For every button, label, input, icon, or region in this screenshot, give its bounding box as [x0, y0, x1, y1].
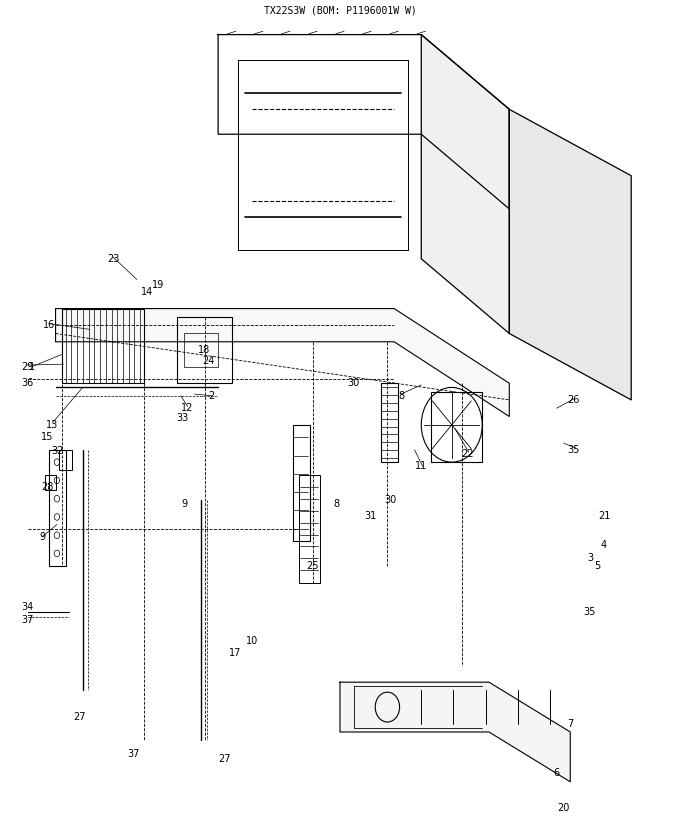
Bar: [177, 317, 232, 383]
Text: 30: 30: [347, 378, 360, 388]
Text: 32: 32: [52, 446, 64, 456]
Polygon shape: [340, 682, 571, 782]
Text: 24: 24: [202, 356, 214, 366]
Polygon shape: [422, 35, 509, 333]
Bar: [184, 333, 218, 367]
Text: 21: 21: [598, 511, 611, 521]
Text: 28: 28: [41, 482, 54, 492]
Text: 10: 10: [246, 636, 258, 646]
Text: 4: 4: [601, 540, 607, 550]
Text: 6: 6: [554, 769, 560, 779]
Text: 13: 13: [46, 420, 58, 430]
Text: 17: 17: [229, 648, 241, 658]
Polygon shape: [509, 109, 631, 400]
Text: 31: 31: [364, 511, 377, 521]
Text: 2: 2: [208, 391, 214, 401]
Text: 5: 5: [594, 561, 600, 571]
Text: 27: 27: [219, 754, 231, 764]
Text: 7: 7: [567, 719, 573, 729]
Text: 22: 22: [461, 449, 473, 459]
Bar: [431, 392, 482, 462]
Text: 23: 23: [107, 254, 119, 264]
Text: 8: 8: [334, 499, 340, 509]
Text: 3: 3: [588, 552, 594, 562]
Bar: [299, 475, 320, 582]
Text: 37: 37: [21, 615, 33, 625]
Text: 11: 11: [415, 461, 428, 471]
Text: 19: 19: [152, 281, 165, 291]
Bar: [49, 450, 66, 566]
Text: 26: 26: [567, 395, 580, 405]
Text: 1: 1: [29, 362, 35, 372]
Polygon shape: [56, 308, 509, 416]
Text: 9: 9: [181, 499, 187, 509]
Text: 16: 16: [43, 320, 55, 330]
Text: 34: 34: [21, 602, 33, 612]
Text: 37: 37: [127, 749, 139, 759]
Text: 12: 12: [182, 403, 194, 413]
Text: 33: 33: [177, 413, 189, 423]
Text: 27: 27: [73, 712, 86, 722]
Text: TX22S3W (BOM: P1196001W W): TX22S3W (BOM: P1196001W W): [264, 6, 416, 16]
Text: 35: 35: [567, 445, 580, 455]
Text: 29: 29: [21, 362, 33, 372]
Text: 36: 36: [21, 378, 33, 388]
Polygon shape: [218, 35, 509, 209]
Text: 25: 25: [307, 561, 319, 571]
Bar: [381, 383, 398, 462]
Bar: [63, 308, 143, 383]
Text: 15: 15: [41, 432, 54, 442]
Text: 9: 9: [39, 532, 45, 542]
Text: 30: 30: [385, 495, 397, 505]
Bar: [46, 475, 56, 490]
Text: 20: 20: [558, 803, 570, 813]
Bar: [292, 425, 309, 541]
Text: 18: 18: [199, 345, 211, 355]
Text: 35: 35: [583, 606, 596, 616]
Text: 14: 14: [141, 287, 153, 297]
Text: 8: 8: [398, 391, 404, 401]
Bar: [59, 450, 73, 471]
